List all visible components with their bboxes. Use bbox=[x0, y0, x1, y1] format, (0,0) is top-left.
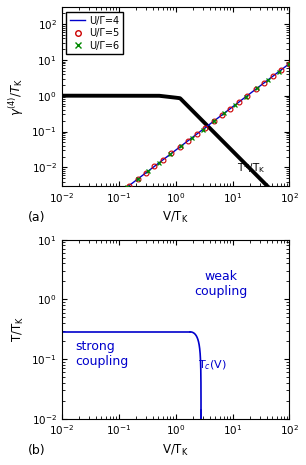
Y-axis label: $\gamma^{(4)}/T_{\rm K}$: $\gamma^{(4)}/T_{\rm K}$ bbox=[7, 78, 26, 116]
Text: weak
coupling: weak coupling bbox=[195, 270, 248, 299]
Legend: U/Γ=4, U/Γ=5, U/Γ=6: U/Γ=4, U/Γ=5, U/Γ=6 bbox=[66, 12, 123, 54]
Text: T*/T$_{\rm K}$: T*/T$_{\rm K}$ bbox=[237, 161, 266, 174]
X-axis label: V/T$_{\rm K}$: V/T$_{\rm K}$ bbox=[162, 210, 189, 226]
X-axis label: V/T$_{\rm K}$: V/T$_{\rm K}$ bbox=[162, 443, 189, 458]
Text: (b): (b) bbox=[28, 444, 45, 457]
Text: T$_c$(V): T$_c$(V) bbox=[198, 358, 227, 372]
Text: (a): (a) bbox=[28, 211, 45, 224]
Text: strong
coupling: strong coupling bbox=[75, 340, 129, 368]
Y-axis label: T/T$_{\rm K}$: T/T$_{\rm K}$ bbox=[11, 316, 26, 342]
